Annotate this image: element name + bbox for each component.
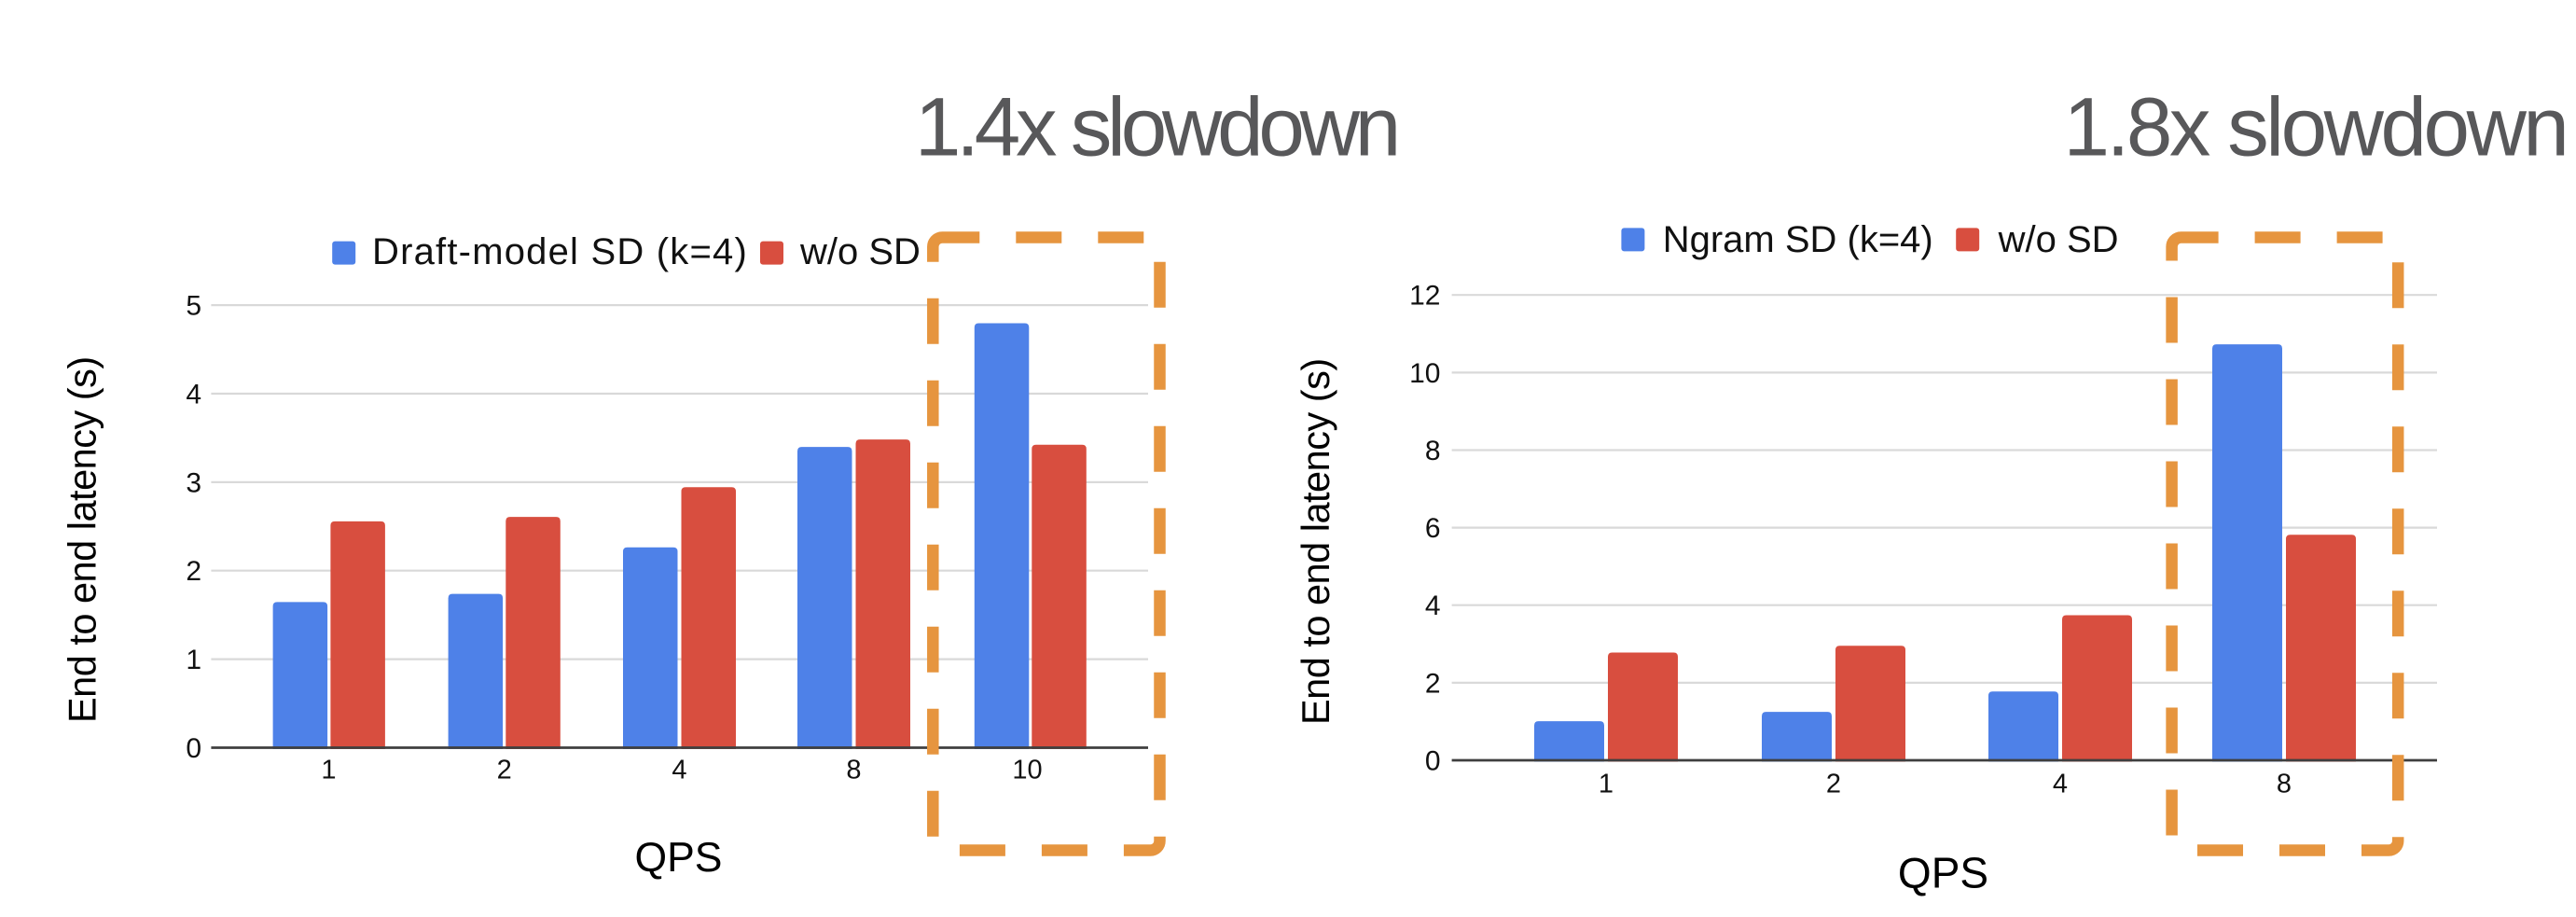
svg-text:1: 1 <box>186 645 201 675</box>
svg-text:End to end latency (s): End to end latency (s) <box>61 356 104 723</box>
svg-text:5: 5 <box>186 291 201 322</box>
svg-text:QPS: QPS <box>635 835 723 881</box>
svg-text:8: 8 <box>2277 770 2292 799</box>
svg-text:2: 2 <box>497 756 512 785</box>
svg-text:8: 8 <box>1425 436 1441 466</box>
svg-text:2: 2 <box>186 556 201 587</box>
svg-text:10: 10 <box>1409 358 1440 389</box>
svg-text:w/o SD: w/o SD <box>1998 219 2119 260</box>
svg-text:Draft-model SD (k=4): Draft-model SD (k=4) <box>372 231 748 272</box>
svg-text:0: 0 <box>1425 745 1441 776</box>
svg-text:Ngram SD (k=4): Ngram SD (k=4) <box>1663 219 1933 260</box>
svg-text:8: 8 <box>846 756 861 785</box>
svg-text:1.8x slowdown: 1.8x slowdown <box>2064 80 2567 174</box>
svg-text:4: 4 <box>2053 770 2068 799</box>
svg-text:3: 3 <box>186 467 201 498</box>
svg-text:0: 0 <box>186 733 201 764</box>
svg-text:End to end latency (s): End to end latency (s) <box>1294 358 1337 725</box>
svg-text:2: 2 <box>1425 668 1441 699</box>
svg-text:4: 4 <box>186 379 201 410</box>
svg-text:4: 4 <box>1425 590 1441 621</box>
svg-text:12: 12 <box>1409 281 1440 312</box>
svg-text:10: 10 <box>1012 756 1042 785</box>
svg-text:1: 1 <box>1599 770 1613 799</box>
svg-text:2: 2 <box>1826 770 1841 799</box>
svg-text:1.4x slowdown: 1.4x slowdown <box>915 80 1396 174</box>
svg-text:4: 4 <box>672 756 686 785</box>
svg-text:QPS: QPS <box>1898 849 1988 897</box>
svg-text:1: 1 <box>321 756 336 785</box>
svg-text:6: 6 <box>1425 513 1441 544</box>
svg-text:w/o SD: w/o SD <box>799 231 921 272</box>
